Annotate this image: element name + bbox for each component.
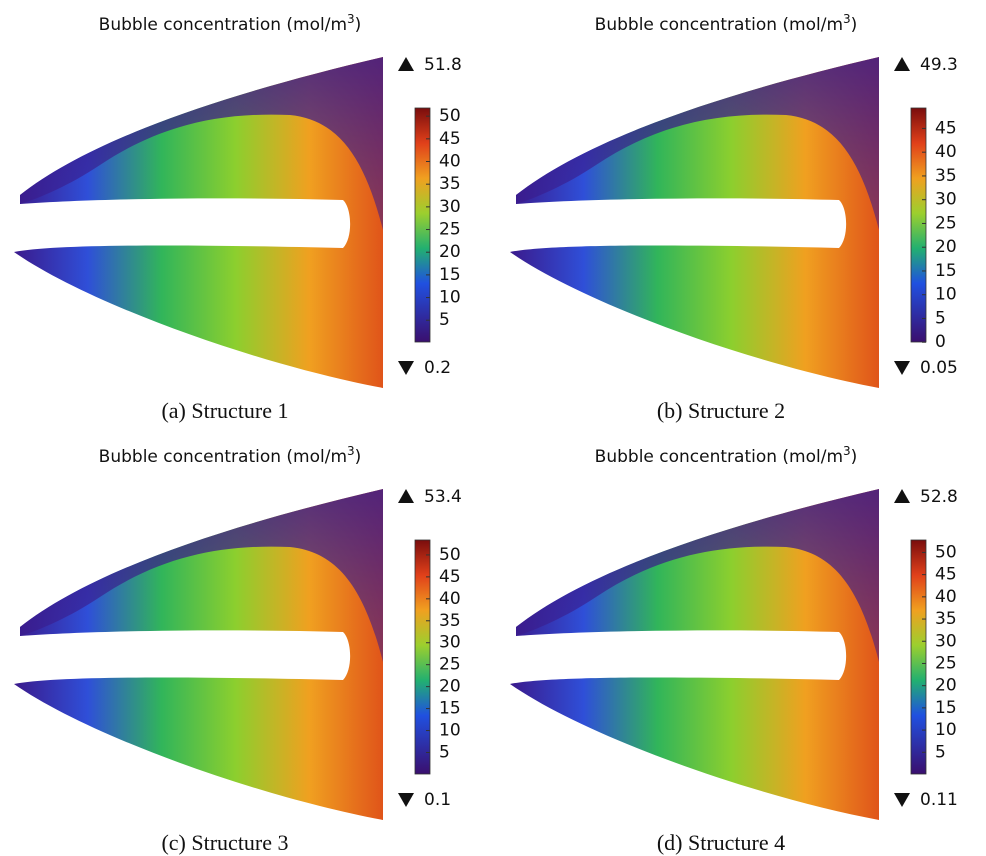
title-part: Bubble concentration (mol/m	[99, 447, 347, 467]
panel: Bubble concentration (mol/m3)50454035302…	[510, 444, 958, 855]
colorbar-tick-label: 5	[935, 308, 946, 328]
max-marker	[894, 489, 910, 503]
colorbar	[415, 108, 430, 342]
colorbar-tick-label: 10	[935, 720, 957, 740]
colorbar-tick-label: 10	[935, 285, 957, 305]
title-part: Bubble concentration (mol/m	[595, 15, 843, 35]
colorbar-tick-label: 25	[439, 655, 461, 675]
title-part: )	[355, 15, 362, 35]
colorbar-tick-label: 15	[439, 265, 461, 285]
colorbar-tick-label: 30	[439, 197, 461, 217]
colorbar-tick-label: 20	[935, 237, 957, 257]
colorbar-tick-label: 25	[935, 213, 957, 233]
colorbar	[415, 540, 430, 774]
title-part: )	[851, 447, 858, 467]
panel-caption: (a) Structure 1	[161, 398, 288, 423]
panel-title: Bubble concentration (mol/m3)	[99, 12, 362, 35]
colorbar-tick-label: 30	[935, 190, 957, 210]
colorbar-tick-label: 40	[439, 589, 461, 609]
colorbar	[911, 108, 926, 342]
colorbar-tick-label: 40	[439, 152, 461, 172]
colorbar-tick-label: 15	[439, 699, 461, 719]
min-label: 0.1	[424, 790, 451, 810]
colorbar-tick-label: 25	[439, 220, 461, 240]
colorbar-tick-label: 50	[935, 542, 957, 562]
title-part: 3	[347, 444, 355, 458]
min-label: 0.2	[424, 358, 451, 378]
min-label: 0.11	[920, 790, 958, 810]
colorbar-tick-label: 10	[439, 288, 461, 308]
colorbar-tick-label: 35	[439, 611, 461, 631]
title-part: )	[355, 447, 362, 467]
colorbar-tick-label: 35	[935, 166, 957, 186]
max-label: 52.8	[920, 487, 958, 507]
max-marker	[894, 57, 910, 71]
colorbar-tick-label: 20	[935, 676, 957, 696]
colorbar-tick-label: 30	[439, 633, 461, 653]
colorbar-tick-label: 15	[935, 261, 957, 281]
colorbar-tick-label: 45	[439, 567, 461, 587]
colorbar-tick-label: 25	[935, 653, 957, 673]
title-part: )	[851, 15, 858, 35]
title-part: Bubble concentration (mol/m	[595, 447, 843, 467]
colorbar-tick-label: 15	[935, 698, 957, 718]
colorbar-tick-label: 20	[439, 242, 461, 262]
min-marker	[894, 793, 910, 807]
colorbar-tick-label: 40	[935, 142, 957, 162]
max-label: 49.3	[920, 55, 958, 75]
colorbar-tick-label: 20	[439, 677, 461, 697]
figure-canvas: Bubble concentration (mol/m3)50454035302…	[0, 0, 986, 856]
max-marker	[398, 57, 414, 71]
title-part: 3	[347, 12, 355, 26]
panel: Bubble concentration (mol/m3)45403530252…	[510, 12, 958, 423]
colorbar-tick-label: 30	[935, 631, 957, 651]
min-marker	[398, 361, 414, 375]
max-label: 51.8	[424, 55, 462, 75]
min-marker	[398, 793, 414, 807]
panel-caption: (b) Structure 2	[657, 398, 785, 423]
colorbar-tick-label: 35	[439, 174, 461, 194]
min-label: 0.05	[920, 358, 958, 378]
title-part: Bubble concentration (mol/m	[99, 15, 347, 35]
colorbar-tick-label: 5	[439, 742, 450, 762]
max-label: 53.4	[424, 487, 462, 507]
panel-caption: (c) Structure 3	[161, 830, 288, 855]
figure: Bubble concentration (mol/m3)50454035302…	[0, 0, 986, 856]
panel-title: Bubble concentration (mol/m3)	[99, 444, 362, 467]
panel: Bubble concentration (mol/m3)50454035302…	[14, 12, 462, 423]
max-marker	[398, 489, 414, 503]
colorbar-tick-label: 40	[935, 587, 957, 607]
colorbar-tick-label: 50	[439, 106, 461, 126]
colorbar-tick-label: 5	[935, 742, 946, 762]
min-marker	[894, 361, 910, 375]
colorbar-tick-label: 5	[439, 310, 450, 330]
panel: Bubble concentration (mol/m3)50454035302…	[14, 444, 462, 855]
title-part: 3	[843, 444, 851, 458]
panel-caption: (d) Structure 4	[657, 830, 785, 855]
colorbar-tick-label: 50	[439, 545, 461, 565]
colorbar-tick-label: 35	[935, 609, 957, 629]
colorbar-tick-label: 10	[439, 721, 461, 741]
panel-title: Bubble concentration (mol/m3)	[595, 12, 858, 35]
colorbar-tick-label: 45	[935, 565, 957, 585]
title-part: 3	[843, 12, 851, 26]
colorbar-tick-label: 0	[935, 332, 946, 352]
colorbar-tick-label: 45	[439, 129, 461, 149]
panel-title: Bubble concentration (mol/m3)	[595, 444, 858, 467]
colorbar-tick-label: 45	[935, 118, 957, 138]
